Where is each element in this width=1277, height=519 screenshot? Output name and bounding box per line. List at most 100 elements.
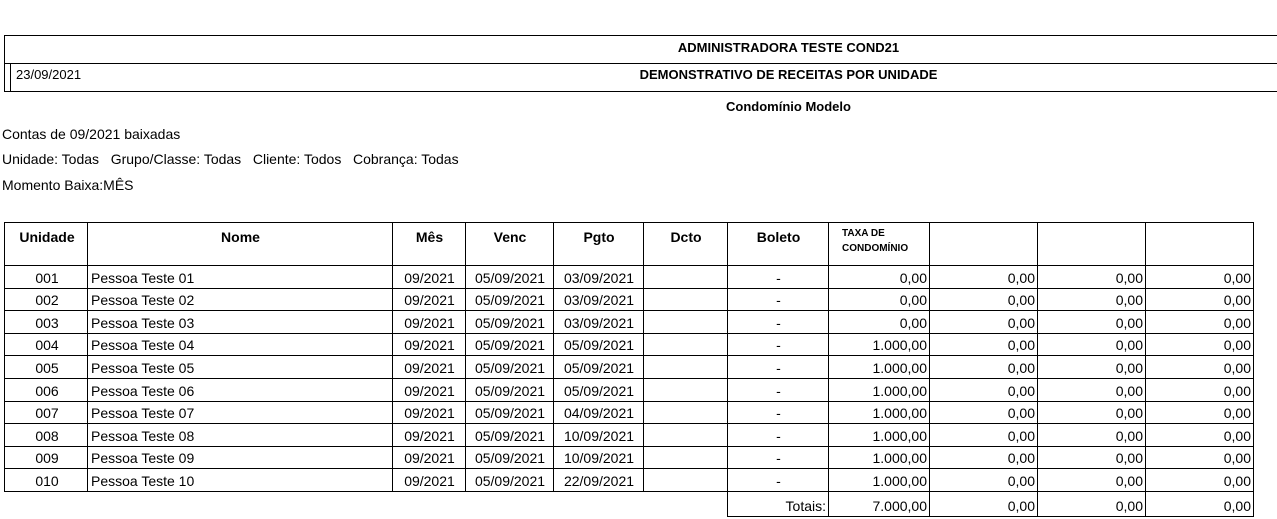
table-cell: 0,00 <box>1145 379 1254 402</box>
table-cell: 03/09/2021 <box>553 266 644 289</box>
table-cell: 0,00 <box>828 288 930 312</box>
table-cell: - <box>727 446 829 470</box>
table-cell: 05/09/2021 <box>553 333 644 357</box>
table-cell <box>643 379 728 402</box>
header-cell <box>929 222 1038 266</box>
column-header: Nome <box>87 222 393 266</box>
table-cell: 0,00 <box>1037 356 1146 379</box>
column-header: Boleto <box>727 222 829 266</box>
table-cell <box>643 424 728 447</box>
table-cell: Pessoa Teste 02 <box>87 288 393 312</box>
table-cell: 0,00 <box>1145 311 1254 334</box>
table-cell: 0,00 <box>929 446 1038 470</box>
filter-line: Contas de 09/2021 baixadas <box>2 126 181 142</box>
table-cell: 006 <box>4 379 88 402</box>
table-cell: 002 <box>4 288 88 312</box>
table-cell: Pessoa Teste 07 <box>87 401 393 425</box>
table-cell: 0,00 <box>1145 266 1254 289</box>
table-cell: 1.000,00 <box>828 401 930 425</box>
rule <box>4 35 5 91</box>
table-cell <box>643 288 728 312</box>
table-cell: - <box>727 401 829 425</box>
table-cell: 05/09/2021 <box>465 469 554 492</box>
report-title: DEMONSTRATIVO DE RECEITAS POR UNIDADE <box>639 67 938 82</box>
table-cell: 09/2021 <box>392 379 466 402</box>
rule <box>10 63 11 91</box>
table-cell <box>643 401 728 425</box>
column-header: Unidade <box>4 222 88 266</box>
rule <box>4 35 1277 36</box>
table-cell: 1.000,00 <box>828 446 930 470</box>
column-header: Pgto <box>553 222 644 266</box>
table-cell: 0,00 <box>828 311 930 334</box>
table-cell: 007 <box>4 401 88 425</box>
table-cell: Pessoa Teste 08 <box>87 424 393 447</box>
table-cell <box>643 469 728 492</box>
table-cell: 0,00 <box>828 266 930 289</box>
table-cell: 005 <box>4 356 88 379</box>
table-cell: 04/09/2021 <box>553 401 644 425</box>
table-cell <box>643 333 728 357</box>
report-subtitle: Condomínio Modelo <box>726 99 851 114</box>
table-cell: 0,00 <box>929 401 1038 425</box>
table-cell: 10/09/2021 <box>553 446 644 470</box>
table-cell: 0,00 <box>1037 288 1146 312</box>
table-cell: 0,00 <box>929 288 1038 312</box>
table-cell <box>643 311 728 334</box>
table-cell: 05/09/2021 <box>465 379 554 402</box>
rule <box>4 63 1277 64</box>
table-cell: 0,00 <box>1037 379 1146 402</box>
table-cell: 05/09/2021 <box>465 288 554 312</box>
table-cell: - <box>727 379 829 402</box>
table-cell: Pessoa Teste 04 <box>87 333 393 357</box>
table-cell <box>643 266 728 289</box>
table-cell: 0,00 <box>1037 311 1146 334</box>
table-cell: 09/2021 <box>392 333 466 357</box>
table-cell: 10/09/2021 <box>553 424 644 447</box>
table-cell: 1.000,00 <box>828 424 930 447</box>
table-cell: 0,00 <box>1037 401 1146 425</box>
table-cell: Pessoa Teste 06 <box>87 379 393 402</box>
table-cell: 05/09/2021 <box>553 356 644 379</box>
totals-value: 7.000,00 <box>828 492 930 517</box>
table-cell: 0,00 <box>1145 424 1254 447</box>
table-cell: 0,00 <box>929 469 1038 492</box>
table-cell: 09/2021 <box>392 311 466 334</box>
table-cell: - <box>727 424 829 447</box>
totals-value: 0,00 <box>1037 492 1146 517</box>
table-cell: - <box>727 288 829 312</box>
table-cell: - <box>727 266 829 289</box>
table-cell: - <box>727 469 829 492</box>
table-cell: 05/09/2021 <box>465 356 554 379</box>
column-header: TAXA DE CONDOMÍNIO <box>828 222 930 266</box>
table-cell: 09/2021 <box>392 356 466 379</box>
table-cell: 05/09/2021 <box>465 266 554 289</box>
table-cell: Pessoa Teste 01 <box>87 266 393 289</box>
table-cell <box>643 356 728 379</box>
table-cell: 05/09/2021 <box>465 424 554 447</box>
table-cell: 010 <box>4 469 88 492</box>
totals-value: 0,00 <box>929 492 1038 517</box>
table-cell: Pessoa Teste 09 <box>87 446 393 470</box>
table-cell: 0,00 <box>929 311 1038 334</box>
table-cell: 09/2021 <box>392 401 466 425</box>
table-cell: 0,00 <box>1037 424 1146 447</box>
table-cell: 05/09/2021 <box>465 446 554 470</box>
table-cell: 0,00 <box>1145 288 1254 312</box>
table-cell: 003 <box>4 311 88 334</box>
table-cell: 0,00 <box>929 356 1038 379</box>
filter-line: Momento Baixa:MÊS <box>2 177 134 193</box>
table-cell: - <box>727 333 829 357</box>
table-cell: 0,00 <box>1145 356 1254 379</box>
totals-value: 0,00 <box>1145 492 1254 517</box>
table-cell: 1.000,00 <box>828 333 930 357</box>
table-cell: 0,00 <box>1037 333 1146 357</box>
table-cell: 09/2021 <box>392 288 466 312</box>
table-cell: - <box>727 311 829 334</box>
table-cell: 03/09/2021 <box>553 288 644 312</box>
table-cell: 0,00 <box>1037 446 1146 470</box>
table-cell: Pessoa Teste 03 <box>87 311 393 334</box>
table-cell: 05/09/2021 <box>465 333 554 357</box>
table-cell: 09/2021 <box>392 446 466 470</box>
